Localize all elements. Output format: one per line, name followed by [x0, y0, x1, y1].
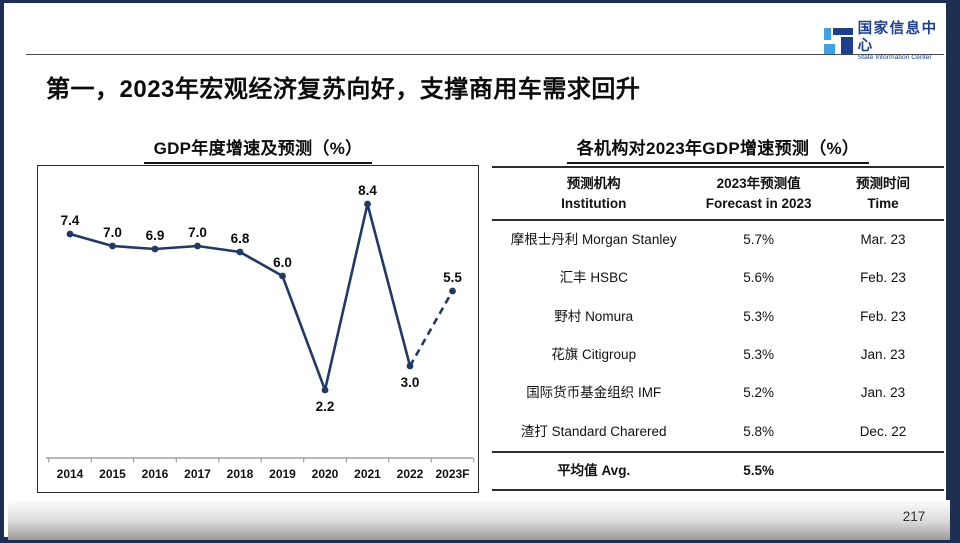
table-cell-time: Jan. 23 [860, 385, 906, 401]
x-axis-label: 2015 [99, 467, 126, 481]
x-axis-label: 2020 [312, 467, 339, 481]
slide-title: 第一，2023年宏观经济复苏向好，支撑商用车需求回升 [46, 76, 641, 103]
data-point-label: 6.9 [146, 228, 165, 243]
table-cell-forecast: 5.8% [743, 423, 775, 439]
data-point-marker [236, 248, 244, 256]
gdp-line-dashed-forecast [408, 290, 454, 367]
chart-title: GDP年度增速及预测（%） [143, 134, 373, 164]
slide: 国家信息中心 State Information Center 第一，2023年… [4, 3, 950, 540]
table-cell-forecast: 5.2% [743, 385, 775, 401]
table-cell-time: Mar. 23 [860, 232, 906, 248]
data-point-marker [449, 287, 456, 295]
table-cell-institution: 汇丰 HSBC [559, 270, 628, 286]
data-point-label: 3.0 [401, 375, 420, 390]
data-point-marker [66, 230, 74, 238]
x-axis-label: 2017 [184, 467, 211, 481]
table-row: 花旗 Citigroup 5.3% Jan. 23 [492, 336, 944, 374]
gdp-line-chart-svg: 2014 2015 2016 2017 2018 2019 2020 2021 2022 2023… [46, 183, 475, 481]
table-cell-institution: 国际货币基金组织 IMF [526, 385, 662, 401]
table-header-en: Time [867, 195, 899, 211]
table-row: 摩根士丹利 Morgan Stanley 5.7% Mar. 23 [492, 221, 944, 259]
table-row: 国际货币基金组织 IMF 5.2% Jan. 23 [492, 374, 944, 412]
data-point-label: 2.2 [316, 399, 335, 414]
table-row: 汇丰 HSBC 5.6% Feb. 23 [492, 259, 944, 297]
x-axis-label: 2014 [57, 467, 84, 481]
table-cell-institution: 渣打 Standard Charered [520, 423, 667, 439]
data-point-label: 8.4 [358, 183, 377, 198]
logo-name-en: State Information Center [857, 54, 932, 62]
x-axis-label: 2016 [142, 467, 169, 481]
logo: 国家信息中心 State Information Center [824, 21, 946, 62]
table-header-en: Forecast in 2023 [705, 195, 812, 211]
table-cell-institution: 花旗 Citigroup [551, 346, 637, 362]
table-cell-forecast: 5.7% [743, 232, 775, 248]
table-header-cn: 2023年预测值 [716, 175, 801, 191]
data-point-marker [151, 245, 159, 253]
table-cell-time: Feb. 23 [860, 270, 906, 286]
bottom-band: 217 [8, 500, 950, 540]
table-cell-forecast: 5.6% [743, 270, 775, 286]
logo-block [833, 28, 853, 36]
header-divider [26, 54, 944, 55]
table-cell-forecast: 5.3% [743, 308, 775, 324]
logo-block [841, 37, 853, 56]
table-cell-time: Dec. 22 [859, 423, 907, 439]
data-point-marker [194, 242, 201, 250]
data-point-label: 7.0 [103, 225, 122, 240]
forecast-table-header: 预测机构 Institution 2023年预测值 Forecast in 2023 预… [492, 166, 944, 221]
logo-text: 国家信息中心 State Information Center [858, 21, 946, 62]
logo-block [824, 28, 831, 41]
data-point-marker [321, 386, 329, 394]
table-cell-institution: 摩根士丹利 Morgan Stanley [510, 232, 677, 248]
table-header-cell: 2023年预测值 Forecast in 2023 [695, 174, 822, 213]
table-footer-average-label: 平均值 Avg. [557, 462, 631, 478]
table-cell-institution: 野村 Nomura [554, 308, 634, 324]
x-axis-label: 2018 [227, 467, 254, 481]
x-axis-label: 2019 [269, 467, 296, 481]
table-header-cell: 预测机构 Institution [492, 174, 695, 213]
table-row: 野村 Nomura 5.3% Feb. 23 [492, 298, 944, 336]
table-header-en: Institution [561, 195, 627, 211]
table-header-cell: 预测时间 Time [822, 174, 944, 213]
data-point-marker [279, 272, 286, 280]
table-title-wrap: 各机构对2023年GDP增速预测（%） [492, 134, 944, 164]
data-point-marker [406, 362, 414, 370]
data-point-marker [109, 242, 116, 250]
logo-block [824, 44, 835, 56]
x-axis-label: 2022 [397, 467, 424, 481]
logo-name-cn: 国家信息中心 [857, 21, 938, 54]
data-point-marker [364, 200, 371, 208]
table-row: 渣打 Standard Charered 5.8% Dec. 22 [492, 412, 944, 450]
table-header-cn: 预测机构 [566, 175, 621, 191]
data-point-label: 6.8 [231, 231, 250, 246]
table-footer-average-value: 5.5% [743, 462, 775, 478]
table-header-cn: 预测时间 [855, 175, 910, 191]
data-point-label: 6.0 [273, 255, 292, 270]
forecast-table: 预测机构 Institution 2023年预测值 Forecast in 2023 预… [492, 166, 944, 491]
forecast-table-footer: 平均值 Avg. 5.5% [492, 450, 944, 491]
table-title: 各机构对2023年GDP增速预测（%） [566, 134, 870, 164]
table-cell-forecast: 5.3% [743, 346, 775, 362]
gdp-line-chart: 2014 2015 2016 2017 2018 2019 2020 2021 2022 2023… [37, 165, 479, 493]
table-cell-time: Feb. 23 [860, 308, 906, 324]
data-point-label: 5.5 [443, 270, 462, 285]
table-cell-time: Jan. 23 [860, 346, 906, 362]
state-information-center-logo-icon [824, 26, 853, 57]
data-point-label: 7.4 [61, 213, 80, 228]
data-point-label: 7.0 [188, 225, 207, 240]
page-number: 217 [902, 509, 926, 524]
forecast-table-body: 摩根士丹利 Morgan Stanley 5.7% Mar. 23 汇丰 HSBC 5.… [492, 221, 944, 451]
chart-title-wrap: GDP年度增速及预测（%） [37, 134, 479, 164]
x-axis-label: 2021 [354, 467, 381, 481]
x-axis-label: 2023F [435, 467, 469, 481]
